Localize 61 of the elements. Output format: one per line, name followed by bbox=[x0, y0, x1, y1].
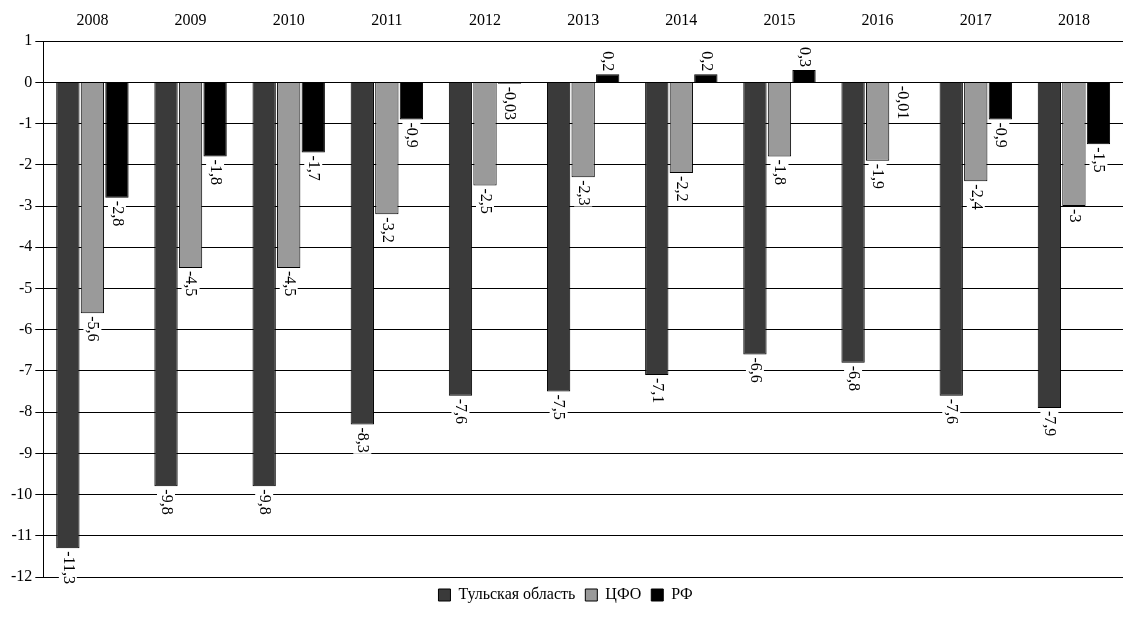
data-label: -3 bbox=[1066, 209, 1084, 223]
data-label: -9,8 bbox=[158, 489, 176, 515]
x-tick-label: 2014 bbox=[665, 10, 698, 28]
x-tick-label: 2009 bbox=[174, 10, 207, 28]
x-tick-label: 2013 bbox=[567, 10, 600, 28]
data-label: -1,5 bbox=[1091, 147, 1109, 173]
data-label: -9,8 bbox=[256, 489, 274, 515]
x-tick-label: 2015 bbox=[763, 10, 796, 28]
x-tick-label: 2017 bbox=[959, 10, 992, 28]
data-label: -0,9 bbox=[993, 122, 1011, 148]
x-tick-label: 2012 bbox=[469, 10, 502, 28]
legend-label: РФ bbox=[671, 585, 693, 603]
x-tick-label: 2016 bbox=[861, 10, 894, 28]
data-label: -1,7 bbox=[306, 155, 324, 181]
data-label: -2,3 bbox=[575, 180, 593, 206]
x-tick-label: 2010 bbox=[272, 10, 305, 28]
y-tick-label: 1 bbox=[24, 31, 33, 49]
data-label: 0,3 bbox=[796, 47, 814, 68]
data-label: 0,2 bbox=[698, 51, 716, 72]
legend-label: Тульская область bbox=[458, 585, 576, 604]
data-label: -2,2 bbox=[674, 176, 692, 202]
data-label: -6,6 bbox=[747, 357, 765, 383]
y-tick-label: -5 bbox=[19, 278, 33, 296]
y-tick-label: -12 bbox=[11, 567, 33, 585]
data-label: -4,5 bbox=[183, 270, 201, 297]
data-label: -1,8 bbox=[207, 159, 225, 185]
y-tick-label: -8 bbox=[19, 402, 33, 420]
data-label: -0,9 bbox=[404, 122, 422, 148]
data-label: -1,8 bbox=[772, 159, 790, 185]
data-label: -2,4 bbox=[968, 184, 986, 210]
y-tick-label: 0 bbox=[24, 72, 33, 90]
y-tick-label: -6 bbox=[19, 319, 33, 337]
x-tick-label: 2018 bbox=[1057, 10, 1090, 28]
data-label: -7,1 bbox=[649, 378, 667, 404]
data-label: -3,2 bbox=[379, 217, 397, 243]
data-label: -6,8 bbox=[845, 365, 863, 392]
data-label: -5,6 bbox=[85, 316, 103, 342]
data-label: -8,3 bbox=[355, 427, 373, 453]
data-label: -2,5 bbox=[477, 188, 495, 214]
data-label: -0,03 bbox=[502, 86, 520, 120]
data-label: -7,9 bbox=[1042, 411, 1060, 437]
data-label: -2,8 bbox=[109, 200, 127, 227]
data-label: -11,3 bbox=[60, 551, 78, 584]
x-tick-label: 2008 bbox=[76, 10, 109, 28]
y-tick-label: -3 bbox=[19, 196, 33, 214]
y-tick-label: -9 bbox=[19, 443, 33, 461]
data-label: -7,5 bbox=[551, 394, 569, 420]
data-label: -7,6 bbox=[453, 398, 471, 424]
data-label: -4,5 bbox=[281, 270, 299, 297]
y-tick-label: -1 bbox=[19, 113, 33, 131]
y-tick-label: -7 bbox=[19, 361, 33, 379]
y-tick-label: -10 bbox=[11, 484, 33, 502]
legend-label: ЦФО bbox=[605, 585, 642, 604]
y-tick-label: -11 bbox=[11, 525, 33, 543]
y-tick-label: -4 bbox=[19, 237, 33, 255]
x-tick-label: 2011 bbox=[371, 10, 403, 28]
y-tick-label: -2 bbox=[19, 155, 33, 173]
data-label: 0,2 bbox=[600, 51, 618, 72]
data-label: -0,01 bbox=[894, 85, 912, 120]
data-label: -7,6 bbox=[944, 398, 962, 424]
data-label: -1,9 bbox=[870, 163, 888, 190]
